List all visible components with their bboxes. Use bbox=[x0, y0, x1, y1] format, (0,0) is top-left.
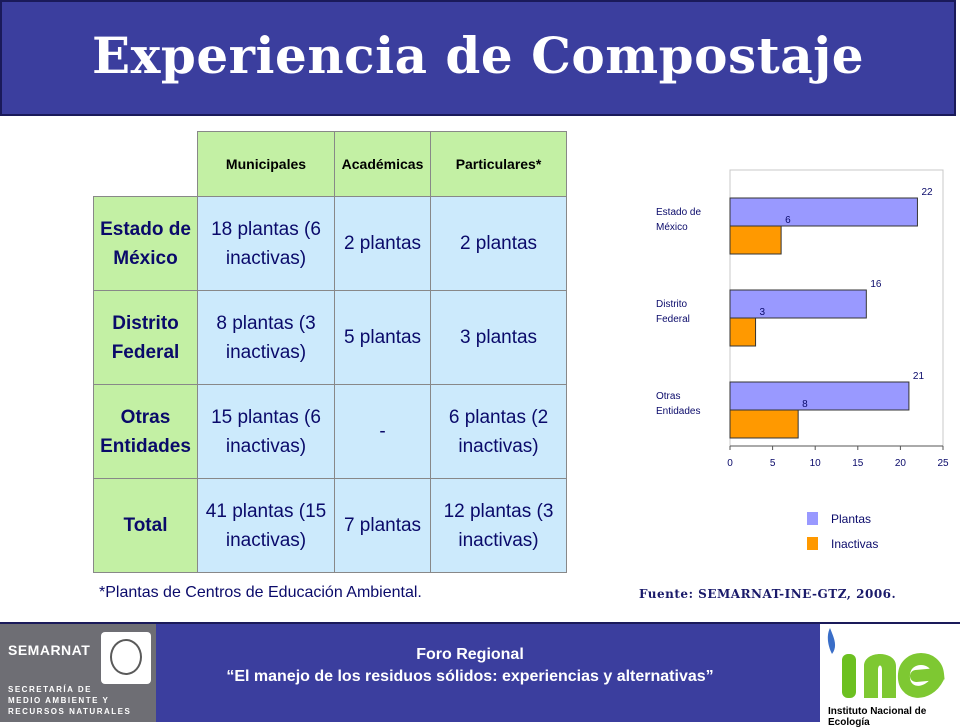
x-tick-label: 10 bbox=[810, 458, 822, 469]
forum-title: Foro Regional bbox=[416, 646, 524, 663]
bar-inactivas bbox=[729, 409, 799, 439]
legend-swatch bbox=[807, 512, 818, 525]
table-cell: 2 plantas bbox=[430, 196, 567, 291]
x-tick-label: 20 bbox=[895, 458, 907, 469]
x-tick-label: 15 bbox=[852, 458, 864, 469]
col-header-particulares: Particulares* bbox=[430, 131, 567, 197]
table-cell: 15 plantas (6 inactivas) bbox=[197, 384, 335, 479]
table-cell: 2 plantas bbox=[334, 196, 431, 291]
title-bar: Experiencia de Compostaje bbox=[0, 0, 956, 116]
page-title: Experiencia de Compostaje bbox=[91, 26, 865, 85]
table-cell: 5 plantas bbox=[334, 290, 431, 385]
legend-swatch bbox=[807, 537, 818, 550]
table-cell: 7 plantas bbox=[334, 478, 431, 573]
table-row: Distrito Federal 8 plantas (3 inactivas)… bbox=[93, 290, 567, 385]
category-label: México bbox=[656, 222, 688, 233]
row-header-total: Total bbox=[93, 478, 198, 573]
data-label: 8 bbox=[802, 399, 808, 410]
row-header-estado-de-mexico: Estado de México bbox=[93, 196, 198, 291]
legend-label: Plantas bbox=[831, 512, 871, 526]
row-header-otras-entidades: Otras Entidades bbox=[93, 384, 198, 479]
bar-inactivas bbox=[729, 317, 757, 347]
table-cell: 18 plantas (6 inactivas) bbox=[197, 196, 335, 291]
table-cell: 12 plantas (3 inactivas) bbox=[430, 478, 567, 573]
semarnat-subtitle: SECRETARÍA DE MEDIO AMBIENTE Y RECURSOS … bbox=[8, 685, 132, 716]
compost-bar-chart: 0 5 10 15 20 25 Estado de México 22 6 Distrito Fede… bbox=[656, 169, 949, 551]
legend-label: Inactivas bbox=[831, 537, 878, 551]
bar-plantas bbox=[729, 289, 867, 319]
table-row: Otras Entidades 15 plantas (6 inactivas)… bbox=[93, 384, 567, 479]
footnote: *Plantas de Centros de Educación Ambient… bbox=[99, 584, 422, 601]
row-header-distrito-federal: Distrito Federal bbox=[93, 290, 198, 385]
data-label: 3 bbox=[760, 307, 766, 318]
bar-plantas bbox=[729, 381, 910, 411]
ine-leaf-icon bbox=[827, 628, 945, 698]
x-tick-label: 25 bbox=[937, 458, 949, 469]
bar-inactivas bbox=[729, 225, 782, 255]
data-label: 6 bbox=[785, 215, 791, 226]
table-corner bbox=[93, 131, 198, 197]
category-label: Otras bbox=[656, 391, 680, 402]
table-row: Estado de México 18 plantas (6 inactivas… bbox=[93, 196, 567, 291]
bar-plantas bbox=[729, 197, 918, 227]
table-cell: 41 plantas (15 inactivas) bbox=[197, 478, 335, 573]
category-label: Distrito bbox=[656, 299, 688, 310]
institute-name: Instituto Nacional de Ecología bbox=[828, 706, 927, 728]
forum-subtitle: “El manejo de los residuos sólidos: expe… bbox=[226, 668, 714, 685]
footer: SEMARNAT SECRETARÍA DE MEDIO AMBIENTE Y … bbox=[0, 622, 960, 728]
semarnat-logo: SEMARNAT SECRETARÍA DE MEDIO AMBIENTE Y … bbox=[0, 624, 156, 722]
table-cell: 8 plantas (3 inactivas) bbox=[197, 290, 335, 385]
table-row: Total 41 plantas (15 inactivas) 7 planta… bbox=[93, 478, 567, 573]
compost-table: Municipales Académicas Particulares* Est… bbox=[93, 131, 567, 573]
col-header-municipales: Municipales bbox=[197, 131, 335, 197]
x-tick-label: 5 bbox=[770, 458, 776, 469]
data-label: 16 bbox=[870, 279, 882, 290]
data-label: 21 bbox=[913, 371, 925, 382]
mexico-seal-icon bbox=[101, 632, 151, 684]
table-cell: - bbox=[334, 384, 431, 479]
ine-logo: Instituto Nacional de Ecología bbox=[820, 624, 960, 728]
table-cell: 3 plantas bbox=[430, 290, 567, 385]
category-label: Entidades bbox=[656, 406, 700, 417]
data-label: 22 bbox=[921, 187, 933, 198]
table-cell: 6 plantas (2 inactivas) bbox=[430, 384, 567, 479]
x-tick-label: 0 bbox=[727, 458, 733, 469]
category-label: Estado de bbox=[656, 207, 701, 218]
col-header-academicas: Académicas bbox=[334, 131, 431, 197]
category-label: Federal bbox=[656, 314, 690, 325]
source-note: Fuente: SEMARNAT-INE-GTZ, 2006. bbox=[639, 587, 897, 601]
semarnat-name: SEMARNAT bbox=[8, 642, 91, 658]
